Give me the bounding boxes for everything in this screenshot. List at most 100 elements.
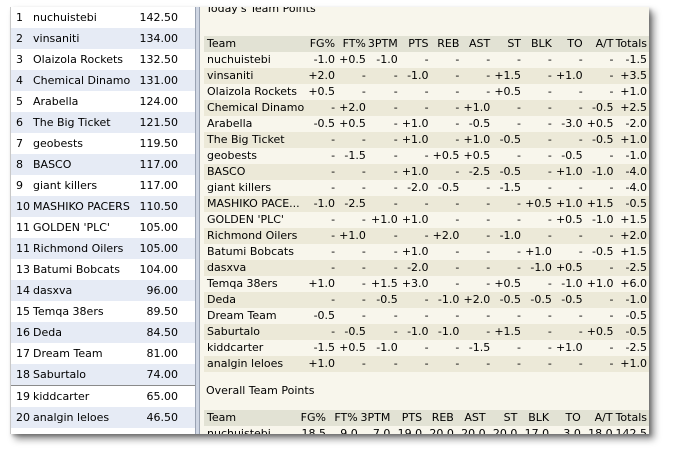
points-cell: +1.0 [620, 357, 647, 370]
points-cell: -0.5 [530, 293, 552, 306]
standings-rank: 4 [16, 74, 23, 87]
column-header[interactable]: REB [431, 411, 454, 424]
points-cell: -0.5 [344, 325, 366, 338]
points-cell: +0.5 [339, 53, 366, 66]
points-cell: - [547, 69, 552, 82]
table-row: kiddcarter -1.5 +0.5 -1.0- - -1.5- - +1.0- -2.5 [204, 340, 649, 356]
column-header[interactable]: Team [207, 37, 237, 50]
column-header[interactable]: 3PTM [367, 37, 398, 50]
points-cell: 18.5 [301, 427, 326, 434]
standings-row[interactable]: 11 GOLDEN 'PLC' 105.00 [11, 217, 195, 238]
points-cell: - [547, 133, 552, 146]
column-header[interactable]: 3PTM [360, 411, 391, 424]
points-cell: +0.5 [586, 325, 614, 338]
column-header[interactable]: FG% [309, 37, 336, 50]
points-cell: -1.5 [625, 53, 647, 66]
points-cell: -1.0 [313, 197, 336, 210]
points-cell: -2.5 [344, 197, 366, 210]
points-cell: - [393, 85, 398, 98]
standings-row[interactable]: 11 Richmond Oilers 105.00 [11, 238, 195, 259]
points-cell: -0.5 [592, 245, 614, 258]
points-cell: - [424, 101, 429, 114]
column-header[interactable]: FG% [300, 411, 326, 424]
standings-row[interactable]: 7 geobests 119.50 [11, 133, 195, 154]
points-cell: -1.5 [344, 149, 366, 162]
standings-row[interactable]: 4 Chemical Dinamo 131.00 [11, 70, 195, 91]
column-header[interactable]: A/T [595, 37, 614, 50]
standings-team-name: dasxva [33, 284, 73, 297]
points-cell: -0.5 [499, 293, 522, 306]
standings-row[interactable]: 5 Arabella 124.00 [11, 91, 195, 112]
column-header[interactable]: BLK [530, 37, 552, 50]
standings-row[interactable]: 14 dasxva 96.00 [11, 280, 195, 301]
points-cell: - [609, 309, 614, 322]
column-header[interactable]: PTS [401, 411, 423, 424]
points-cell: 17.0 [524, 427, 550, 434]
points-cell: -3.0 [561, 117, 583, 130]
column-header[interactable]: Totals [615, 411, 647, 424]
standings-row[interactable]: 2 vinsaniti 134.00 [11, 28, 195, 49]
standings-row[interactable]: 9 giant killers 117.00 [11, 175, 195, 196]
standings-row[interactable]: 16 Deda 84.50 [11, 322, 195, 343]
column-header[interactable]: AST [464, 411, 486, 424]
points-cell: +1.0 [463, 133, 491, 146]
points-cell: - [393, 133, 398, 146]
column-header[interactable]: TO [565, 411, 581, 424]
column-header[interactable]: FT% [334, 411, 358, 424]
points-cell: - [361, 357, 366, 370]
points-cell: -1.0 [592, 165, 614, 178]
table-header-row: Team FG% FT% 3PTM PTS REB AST ST BLK TO A/T Totals [204, 410, 649, 426]
points-cell: -1.0 [592, 213, 614, 226]
column-header[interactable]: Team [207, 411, 237, 424]
standings-row[interactable]: 15 Temqa 38ers 89.50 [11, 301, 195, 322]
column-header[interactable]: BLK [528, 411, 550, 424]
standings-row[interactable]: 8 BASCO 117.00 [11, 154, 195, 175]
points-cell: -1.0 [530, 261, 552, 274]
panel-splitter[interactable] [195, 7, 200, 434]
standings-row[interactable]: 13 Batumi Bobcats 104.00 [11, 259, 195, 280]
standings-row[interactable]: 18 Saburtalo 74.00 [11, 364, 195, 385]
points-cell: +1.0 [463, 101, 491, 114]
points-cell: -1.0 [625, 149, 647, 162]
points-cell: - [393, 325, 398, 338]
column-header[interactable]: Totals [615, 37, 647, 50]
column-header[interactable]: ST [507, 37, 522, 50]
standings-rank: 14 [16, 284, 30, 297]
points-cell: +1.0 [401, 133, 429, 146]
points-cell: -0.5 [437, 181, 460, 194]
standings-row[interactable]: 19 kiddcarter 65.00 [11, 385, 195, 407]
column-header[interactable]: TO [567, 37, 583, 50]
standings-row[interactable]: 1 nuchuistebi 142.50 [11, 7, 195, 28]
points-cell: +1.5 [494, 325, 522, 338]
standings-team-name: Temqa 38ers [33, 305, 104, 318]
points-cell: +6.0 [620, 277, 647, 290]
today-section-title: Today's Team Points [206, 7, 316, 15]
points-cell: - [486, 85, 491, 98]
standings-points: 65.00 [146, 390, 179, 403]
table-row: Saburtalo - -0.5- -1.0 -1.0- +1.5- - +0.5 -0.5 [204, 324, 649, 340]
standings-row[interactable]: 17 Dream Team 81.00 [11, 343, 195, 364]
points-cell: +1.5 [494, 69, 522, 82]
points-cell: - [455, 245, 460, 258]
points-cell: -2.5 [625, 261, 647, 274]
column-header[interactable]: REB [437, 37, 460, 50]
points-cell: 18.0 [588, 427, 613, 434]
standings-row[interactable]: 20 analgin leloes 46.50 [11, 407, 195, 428]
points-cell: - [517, 53, 522, 66]
column-header[interactable]: ST [503, 411, 518, 424]
standings-row[interactable]: 3 Olaizola Rockets 132.50 [11, 49, 195, 70]
standings-team-name: kiddcarter [33, 390, 90, 403]
standings-row[interactable]: 6 The Big Ticket 121.50 [11, 112, 195, 133]
column-header[interactable]: AST [468, 37, 491, 50]
standings-team-name: Olaizola Rockets [33, 53, 124, 66]
column-header[interactable]: PTS [408, 37, 429, 50]
points-cell: - [609, 293, 614, 306]
points-cell: - [517, 101, 522, 114]
points-cell: +2.0 [308, 69, 336, 82]
column-header[interactable]: FT% [342, 37, 366, 50]
column-header[interactable]: A/T [594, 411, 613, 424]
standings-row[interactable]: 10 MASHIKO PACERS 110.50 [11, 196, 195, 217]
points-cell: -0.5 [499, 165, 522, 178]
points-cell: - [609, 261, 614, 274]
points-cell: - [424, 341, 429, 354]
